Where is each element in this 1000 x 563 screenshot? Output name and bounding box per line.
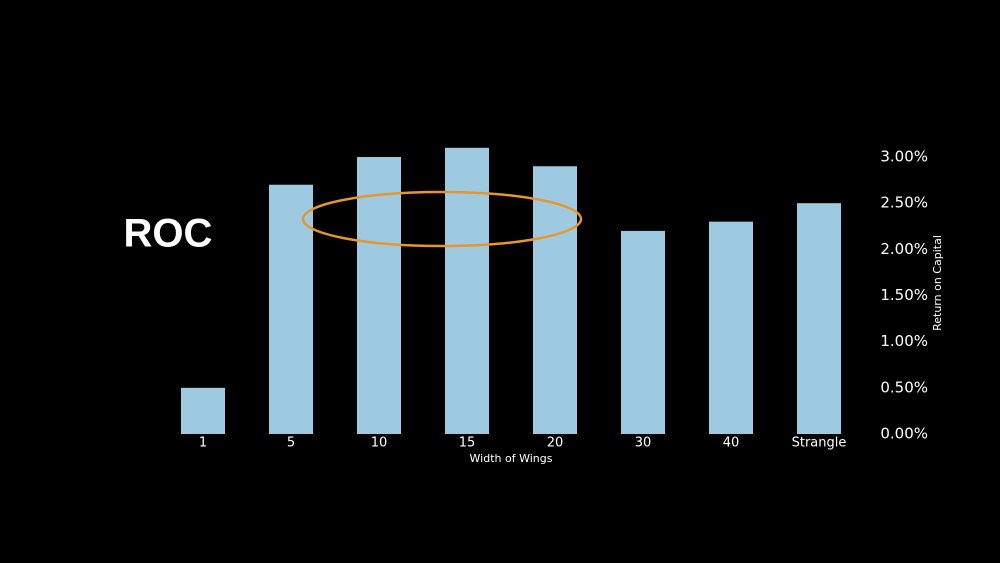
y-tick-label: 0.50% [880,378,928,396]
y-tick-label: 1.50% [880,286,928,304]
x-tick-label: Strangle [792,436,847,451]
bar [269,184,313,434]
bar [357,157,401,434]
y-tick-label: 2.50% [880,194,928,212]
y-axis-label: Return on Capital [931,235,944,331]
x-tick-label: 20 [547,436,564,451]
x-axis-label: Width of Wings [470,452,553,465]
bar [445,147,489,435]
highlight-ellipse [301,190,583,248]
chart-title: ROC [124,212,213,256]
bar [709,221,753,434]
x-tick-label: 40 [723,436,740,451]
bar [797,203,841,434]
y-tick-label: 0.00% [880,425,928,443]
x-tick-label: 15 [459,436,476,451]
y-tick-label: 1.00% [880,332,928,350]
x-tick-label: 1 [199,436,207,451]
y-tick-label: 3.00% [880,148,928,166]
x-tick-label: 5 [287,436,295,451]
y-tick-label: 2.00% [880,240,928,258]
x-tick-label: 30 [635,436,652,451]
x-tick-label: 10 [371,436,388,451]
bar [621,230,665,434]
bar [533,166,577,434]
bar [181,387,225,434]
